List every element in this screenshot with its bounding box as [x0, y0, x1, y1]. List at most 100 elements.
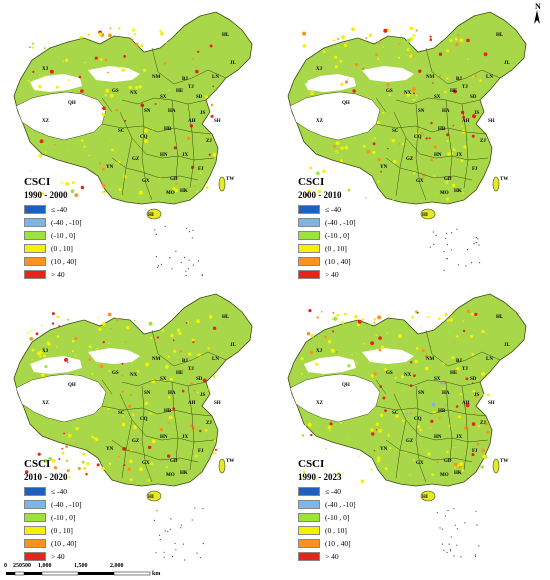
province-label: NX [404, 373, 412, 378]
csci-patch [406, 413, 409, 416]
csci-patch [96, 463, 100, 467]
csci-patch [484, 422, 488, 426]
csci-patch [74, 442, 77, 445]
province-label: HB [438, 409, 446, 414]
csci-patch [405, 160, 408, 162]
csci-patch [457, 33, 459, 36]
csci-patch [133, 395, 135, 397]
legend-period: 2010 - 2020 [24, 472, 68, 482]
csci-patch [416, 311, 419, 314]
csci-patch [409, 54, 413, 58]
island-dot [201, 274, 203, 276]
csci-patch [179, 349, 183, 353]
csci-patch [89, 61, 92, 64]
csci-patch [29, 337, 34, 341]
csci-patch [111, 148, 114, 152]
csci-patch [430, 158, 434, 162]
province-label: GS [386, 371, 393, 376]
province-label: JX [456, 435, 463, 440]
csci-patch [471, 353, 475, 356]
csci-patch [402, 419, 405, 423]
csci-patch [307, 422, 312, 427]
csci-patch [305, 193, 308, 197]
csci-patch [306, 332, 311, 336]
csci-patch [107, 71, 110, 74]
legend-row: > 40 [24, 550, 134, 563]
csci-patch [365, 37, 367, 39]
island-dot [159, 539, 161, 541]
csci-patch [335, 141, 340, 146]
csci-patch [117, 66, 120, 69]
scale-bar-graphic [6, 571, 151, 576]
csci-patch [413, 374, 416, 377]
island-dot [460, 556, 462, 558]
csci-patch [309, 166, 312, 170]
scale-tick-label: 500 [22, 563, 31, 569]
csci-patch [419, 428, 423, 432]
csci-patch [102, 322, 106, 326]
csci-patch [402, 387, 406, 391]
csci-patch [116, 475, 119, 478]
csci-patch [447, 330, 452, 335]
legend-label: ≤ -40 [325, 205, 341, 214]
csci-patch [66, 149, 70, 153]
csci-patch [459, 462, 463, 467]
legend-row: (-40 , -10] [24, 498, 134, 511]
csci-patch [76, 343, 79, 346]
csci-patch [325, 448, 327, 450]
csci-patch [475, 395, 478, 398]
csci-patch [89, 426, 92, 428]
province-label: MO [166, 473, 175, 478]
legend-swatch [298, 487, 320, 496]
csci-patch [402, 410, 405, 412]
csci-patch [107, 407, 110, 411]
island-dot [457, 264, 459, 266]
legend: CSCI 2000 - 2010 ≤ -40 (-40 , -10] (-10 , … [298, 176, 408, 281]
csci-patch [214, 448, 218, 451]
csci-patch [136, 370, 139, 373]
csci-patch [194, 454, 198, 458]
csci-patch [110, 94, 114, 98]
island-dot [475, 237, 477, 239]
island-dot [169, 257, 171, 259]
legend-row: (10 , 40] [24, 255, 134, 268]
csci-patch [56, 315, 60, 319]
csci-patch [395, 414, 399, 418]
csci-patch [482, 454, 487, 459]
csci-patch [333, 438, 336, 441]
csci-patch [430, 121, 433, 125]
csci-patch [442, 387, 444, 390]
province-label: JL [230, 343, 237, 348]
province-label: GS [112, 371, 119, 376]
csci-patch [327, 340, 331, 344]
island-dot [475, 510, 477, 512]
legend-row: (-40 , -10] [298, 498, 408, 511]
csci-patch [431, 473, 435, 476]
csci-patch [463, 426, 468, 430]
csci-patch [138, 190, 143, 195]
csci-patch [415, 29, 418, 32]
csci-patch [462, 32, 464, 35]
csci-patch [470, 334, 473, 338]
csci-patch [451, 311, 453, 313]
csci-patch [31, 348, 35, 352]
csci-patch [78, 195, 80, 197]
csci-patch [372, 139, 374, 141]
island-dot [446, 551, 448, 554]
csci-patch [421, 132, 424, 135]
province-label: JL [504, 61, 511, 66]
legend-swatch [298, 500, 320, 509]
csci-patch [121, 390, 124, 393]
legend-swatch [298, 218, 320, 227]
csci-patch [213, 439, 216, 442]
csci-patch [332, 330, 334, 333]
csci-patch [37, 452, 41, 456]
island-dot [160, 263, 163, 265]
csci-patch [356, 362, 358, 364]
csci-patch [82, 452, 86, 456]
csci-patch [453, 462, 458, 467]
csci-patch [433, 191, 438, 195]
csci-patch [71, 339, 75, 343]
csci-patch [117, 455, 120, 458]
